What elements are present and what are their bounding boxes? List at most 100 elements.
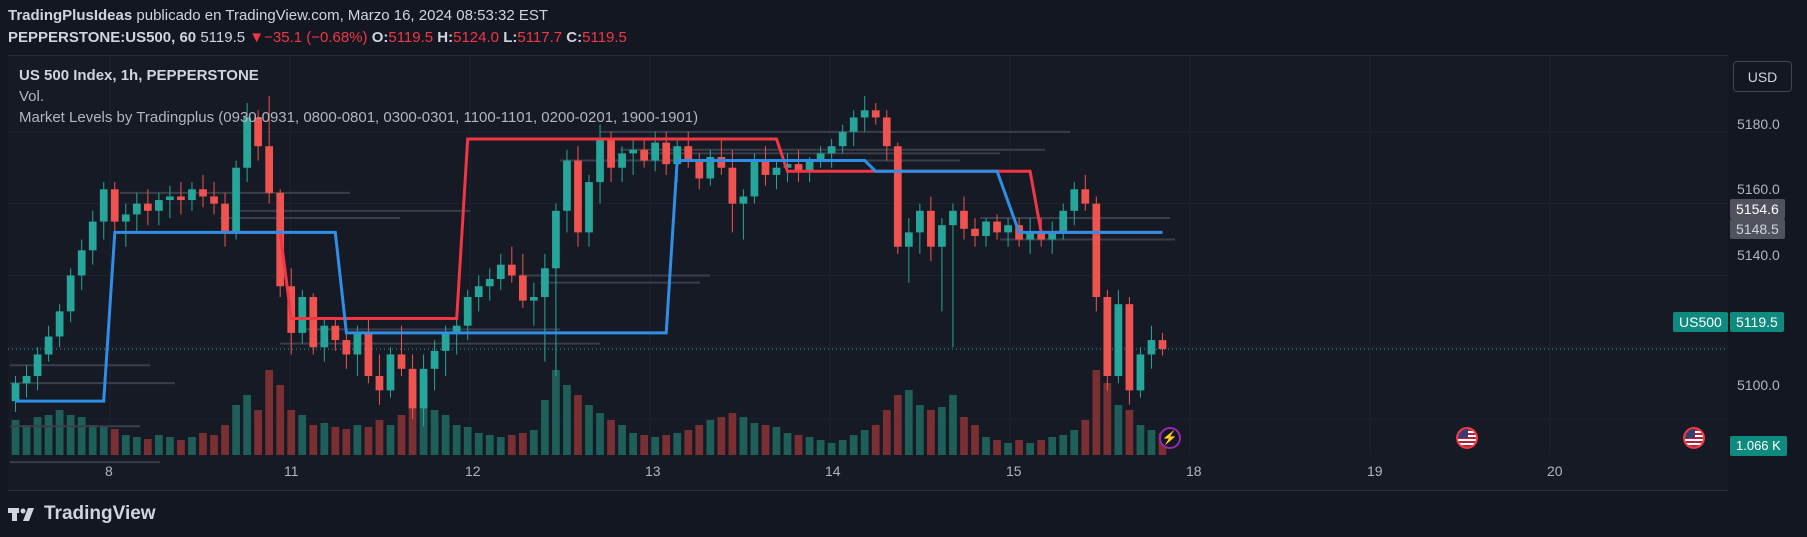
- candle-body: [938, 225, 946, 247]
- candle-body: [728, 167, 737, 204]
- volume-bar: [276, 385, 285, 455]
- candle-body: [77, 250, 86, 276]
- time-tick: 20: [1547, 463, 1563, 479]
- volume-bar: [1103, 383, 1112, 455]
- volume-bar: [11, 420, 20, 455]
- volume-bar: [1048, 437, 1057, 455]
- candle-body: [232, 167, 240, 233]
- candle-body: [618, 153, 626, 168]
- volume-bar: [22, 425, 31, 455]
- time-tick: 15: [1006, 463, 1022, 479]
- open-label: O:: [371, 29, 389, 46]
- legend-title[interactable]: US 500 Index, 1h, PEPPERSTONE: [19, 67, 259, 84]
- volume-bar: [607, 420, 615, 455]
- volume-bar: [452, 425, 461, 455]
- volume-bar: [99, 427, 108, 455]
- volume-bar: [706, 420, 715, 455]
- currency-button[interactable]: USD: [1733, 61, 1792, 92]
- candle-body: [684, 146, 693, 161]
- volume-bar: [938, 407, 946, 455]
- candle-body: [574, 160, 582, 233]
- volume-bar: [882, 410, 891, 455]
- legend-volume[interactable]: Vol.: [19, 88, 45, 105]
- candle-body: [298, 297, 307, 333]
- volume-bar: [761, 425, 770, 455]
- volume-bar: [1026, 443, 1035, 455]
- us-flag-icon[interactable]: [1456, 427, 1478, 449]
- volume-bar: [993, 440, 1001, 455]
- volume-bar: [110, 429, 119, 455]
- candle-body: [783, 164, 792, 168]
- volume-bar: [662, 435, 671, 455]
- candle-body: [596, 139, 604, 183]
- volume-bar: [44, 415, 53, 455]
- volume-bar: [574, 395, 582, 455]
- volume-bar: [298, 415, 307, 455]
- symbol-tag: US500: [1673, 312, 1728, 332]
- volume-bar: [507, 435, 516, 455]
- lightning-icon[interactable]: ⚡: [1159, 427, 1181, 449]
- tradingview-logo[interactable]: TradingView: [8, 503, 156, 525]
- volume-bar: [772, 427, 781, 455]
- candle-body: [143, 203, 152, 211]
- candle-body: [651, 142, 660, 161]
- price-label-upper: 5154.6: [1730, 199, 1785, 219]
- time-tick: 11: [284, 463, 299, 479]
- candle-body: [838, 131, 847, 147]
- candle-body: [761, 160, 770, 175]
- candle-body: [44, 336, 53, 355]
- candle-body: [55, 311, 64, 337]
- candle-body: [640, 149, 649, 161]
- candle-body: [1092, 203, 1101, 297]
- author-name[interactable]: TradingPlusIdeas: [8, 7, 133, 24]
- candle-body: [364, 332, 373, 376]
- volume-bar: [386, 425, 395, 455]
- candle-body: [982, 221, 990, 236]
- volume-bar: [541, 400, 549, 455]
- change-value: −35.1 (−0.68%): [264, 29, 368, 46]
- volume-bar: [320, 423, 329, 455]
- volume-bar: [166, 437, 174, 455]
- candle-body: [88, 221, 97, 251]
- candle-body: [331, 325, 340, 341]
- candle-body: [11, 383, 20, 402]
- open-value: 5119.5: [388, 29, 434, 46]
- volume-bar: [529, 430, 538, 455]
- candle-body: [507, 264, 516, 276]
- candle-body: [695, 160, 704, 179]
- volume-bar: [485, 435, 494, 455]
- volume-bar: [177, 440, 185, 455]
- volume-bar: [463, 427, 472, 455]
- volume-bar: [1059, 435, 1068, 455]
- candle-body: [541, 268, 549, 297]
- candle-body: [166, 196, 174, 201]
- candle-body: [1114, 304, 1123, 376]
- candle-body: [927, 210, 935, 247]
- candle-body: [474, 286, 483, 297]
- us-flag-icon[interactable]: [1683, 427, 1705, 449]
- candle-body: [496, 264, 505, 280]
- candle-body: [386, 354, 395, 391]
- volume-bar: [518, 433, 527, 455]
- candle-body: [971, 228, 979, 236]
- candle-body: [629, 149, 637, 154]
- candle-body: [342, 340, 351, 355]
- change-arrow-icon: ▼: [249, 29, 265, 46]
- candle-body: [132, 203, 141, 215]
- volume-bar: [364, 427, 373, 455]
- legend-indicator[interactable]: Market Levels by Tradingplus (0930-0931,…: [19, 109, 699, 126]
- time-tick: 13: [645, 463, 661, 479]
- blue-level-line: [15, 159, 1163, 403]
- volume-bar: [960, 417, 968, 455]
- candle-body: [871, 110, 880, 118]
- volume-bar: [893, 395, 902, 455]
- candle-body: [265, 146, 274, 193]
- candle-body: [949, 210, 957, 226]
- candle-body: [1125, 304, 1134, 391]
- candle-body: [1070, 189, 1079, 211]
- candle-body: [320, 325, 329, 348]
- time-tick: 18: [1186, 463, 1202, 479]
- volume-bar: [430, 410, 439, 455]
- price-tick: 5140.0: [1737, 247, 1780, 263]
